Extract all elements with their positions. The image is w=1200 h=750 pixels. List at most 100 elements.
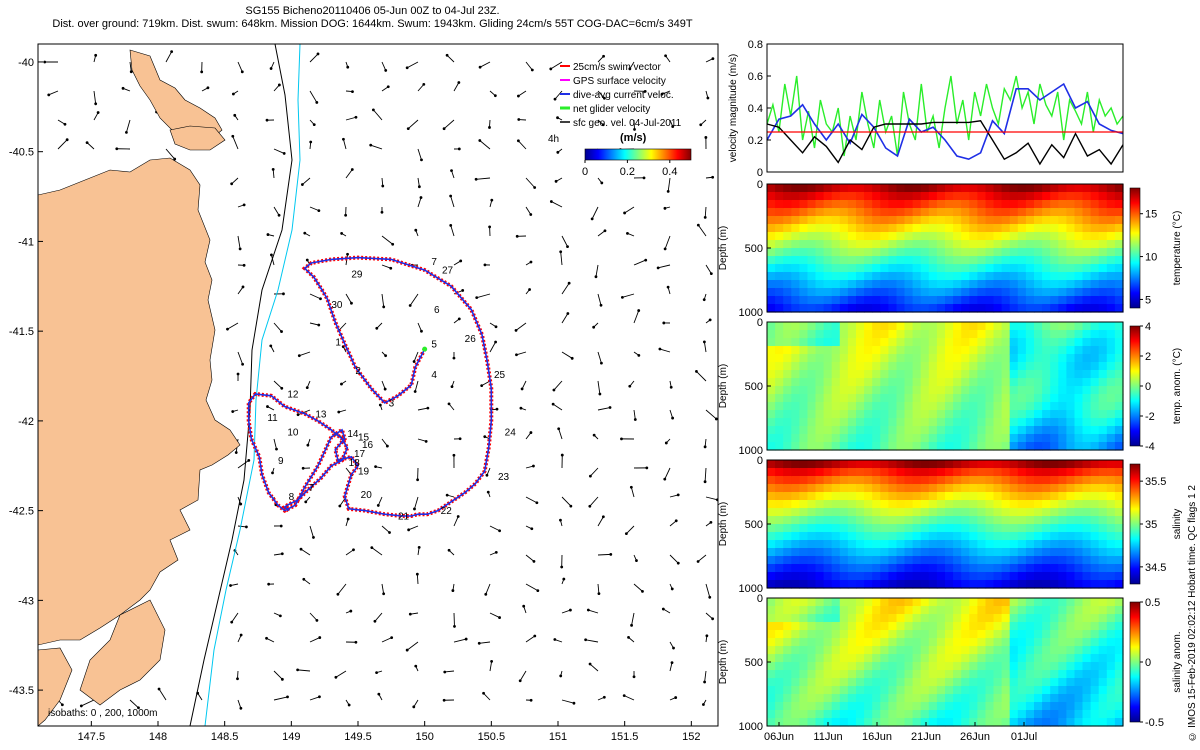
vector-arrow — [705, 634, 709, 643]
vector-arrow — [374, 465, 383, 469]
vector-arrow — [489, 340, 497, 353]
section-ytick-label: 1000 — [739, 721, 763, 733]
track-day-label: 14 — [347, 429, 359, 440]
vector-arrow — [629, 485, 635, 498]
vector-arrow — [273, 83, 281, 92]
vector-arrow — [705, 318, 712, 324]
velocity-ytick-label: 0.6 — [748, 71, 763, 83]
vector-arrow — [375, 670, 383, 675]
map-xtick-label: 151 — [549, 731, 567, 743]
section-panel: 0 500 1000 Depth (m) 4 2 0 -2 -4 temp. anom. (°C) — [718, 317, 1183, 457]
vector-arrow — [79, 699, 95, 708]
vector-arrow — [237, 61, 244, 74]
section-colorbar-tick-label: 0 — [1145, 381, 1151, 393]
map-legend: 25cm/s swim vector GPS surface velocity … — [548, 62, 692, 178]
vector-arrow — [345, 517, 350, 527]
vector-arrow — [633, 554, 638, 562]
vector-arrow — [586, 608, 599, 614]
track-day-label: 2 — [355, 366, 361, 377]
vector-arrow — [597, 351, 603, 365]
track-day-label: 7 — [309, 483, 315, 494]
vector-arrow — [620, 437, 635, 441]
vector-arrow — [702, 699, 707, 706]
vector-arrow — [704, 136, 708, 150]
vector-arrow — [378, 403, 383, 411]
vector-arrow — [415, 572, 419, 585]
vector-arrow — [590, 206, 599, 221]
vector-arrow — [453, 317, 461, 324]
track-start-marker — [422, 346, 428, 352]
vector-arrow — [417, 148, 423, 162]
vector-arrow — [452, 351, 456, 360]
map-xtick-label: 149 — [282, 731, 300, 743]
track-day-label: 10 — [287, 427, 299, 438]
section-panel: 0 500 1000 Depth (m) 35.5 35 34.5 salinity — [718, 455, 1183, 595]
section-ytick-label: 1000 — [739, 583, 763, 595]
vector-arrow — [702, 340, 707, 353]
vector-arrow — [417, 545, 421, 556]
vector-arrow — [561, 699, 576, 705]
section-ytick-label: 0 — [757, 593, 763, 605]
velocity-vector-field — [43, 50, 718, 710]
vector-arrow — [556, 148, 563, 154]
vector-arrow — [597, 229, 607, 237]
velocity-ytick-label: 0.8 — [748, 39, 763, 51]
map-xtick-label: 151.5 — [611, 731, 639, 743]
vector-arrow — [525, 525, 534, 531]
vector-arrow — [453, 437, 462, 441]
vector-arrow — [309, 322, 321, 327]
vector-arrow — [516, 139, 527, 150]
vector-arrow — [230, 612, 239, 624]
map-ytick-label: -41.5 — [9, 326, 34, 338]
vector-arrow — [342, 137, 347, 150]
vector-arrow — [489, 198, 494, 208]
vector-arrow — [370, 546, 383, 556]
vector-arrow — [273, 670, 284, 681]
vector-arrow — [519, 406, 527, 411]
track-day-label: 20 — [361, 490, 373, 501]
vector-arrow — [273, 438, 278, 451]
vector-arrow — [381, 438, 389, 448]
vector-arrow — [296, 668, 311, 672]
vector-arrow — [624, 525, 635, 536]
vector-arrow — [515, 351, 527, 357]
vector-arrow — [560, 453, 564, 469]
vector-arrow — [633, 89, 647, 93]
vector-arrow — [237, 496, 243, 506]
vector-arrow — [594, 264, 599, 279]
section-xtick-label: 01Jul — [1011, 731, 1037, 743]
section-colorbar-tick-label: 15 — [1145, 209, 1157, 221]
section-colorbar-tick-label: 35.5 — [1145, 476, 1166, 488]
section-xtick-label: 21Jun — [911, 731, 941, 743]
track-day-label: 30 — [331, 300, 343, 311]
map-xtick-label: 150 — [415, 731, 433, 743]
vector-arrow — [561, 496, 573, 508]
vector-arrow — [561, 281, 571, 295]
vector-arrow — [381, 235, 395, 246]
vector-arrow — [525, 554, 536, 563]
section-panels: 0 500 1000 Depth (m) 5 10 15 temperature (°C) 0 5… — [718, 179, 1183, 743]
vector-arrow — [237, 263, 246, 267]
section-xtick-label: 06Jun — [764, 731, 794, 743]
map-xtick-label: 152 — [682, 731, 700, 743]
vector-arrow — [525, 288, 531, 295]
track-day-label: 18 — [349, 458, 361, 469]
map-ytick-label: -41 — [18, 236, 34, 248]
vector-arrow — [336, 583, 347, 596]
track-day-label: 24 — [505, 427, 517, 438]
map-colorbar-tick-label: 0.2 — [620, 166, 635, 178]
vector-arrow — [309, 206, 321, 213]
vector-arrow — [375, 322, 383, 330]
vector-arrow — [525, 61, 534, 72]
vector-arrow — [633, 119, 636, 131]
vector-arrow — [305, 380, 311, 390]
vector-arrow — [417, 406, 430, 411]
vector-arrow — [266, 233, 275, 237]
vector-arrow — [486, 490, 491, 498]
vector-arrow — [93, 111, 100, 121]
vector-arrow — [299, 547, 311, 556]
section-ytick-label: 500 — [745, 657, 763, 669]
section-xtick-label: 11Jun — [813, 731, 842, 743]
vector-arrow — [414, 664, 419, 672]
vector-arrow — [522, 604, 527, 614]
